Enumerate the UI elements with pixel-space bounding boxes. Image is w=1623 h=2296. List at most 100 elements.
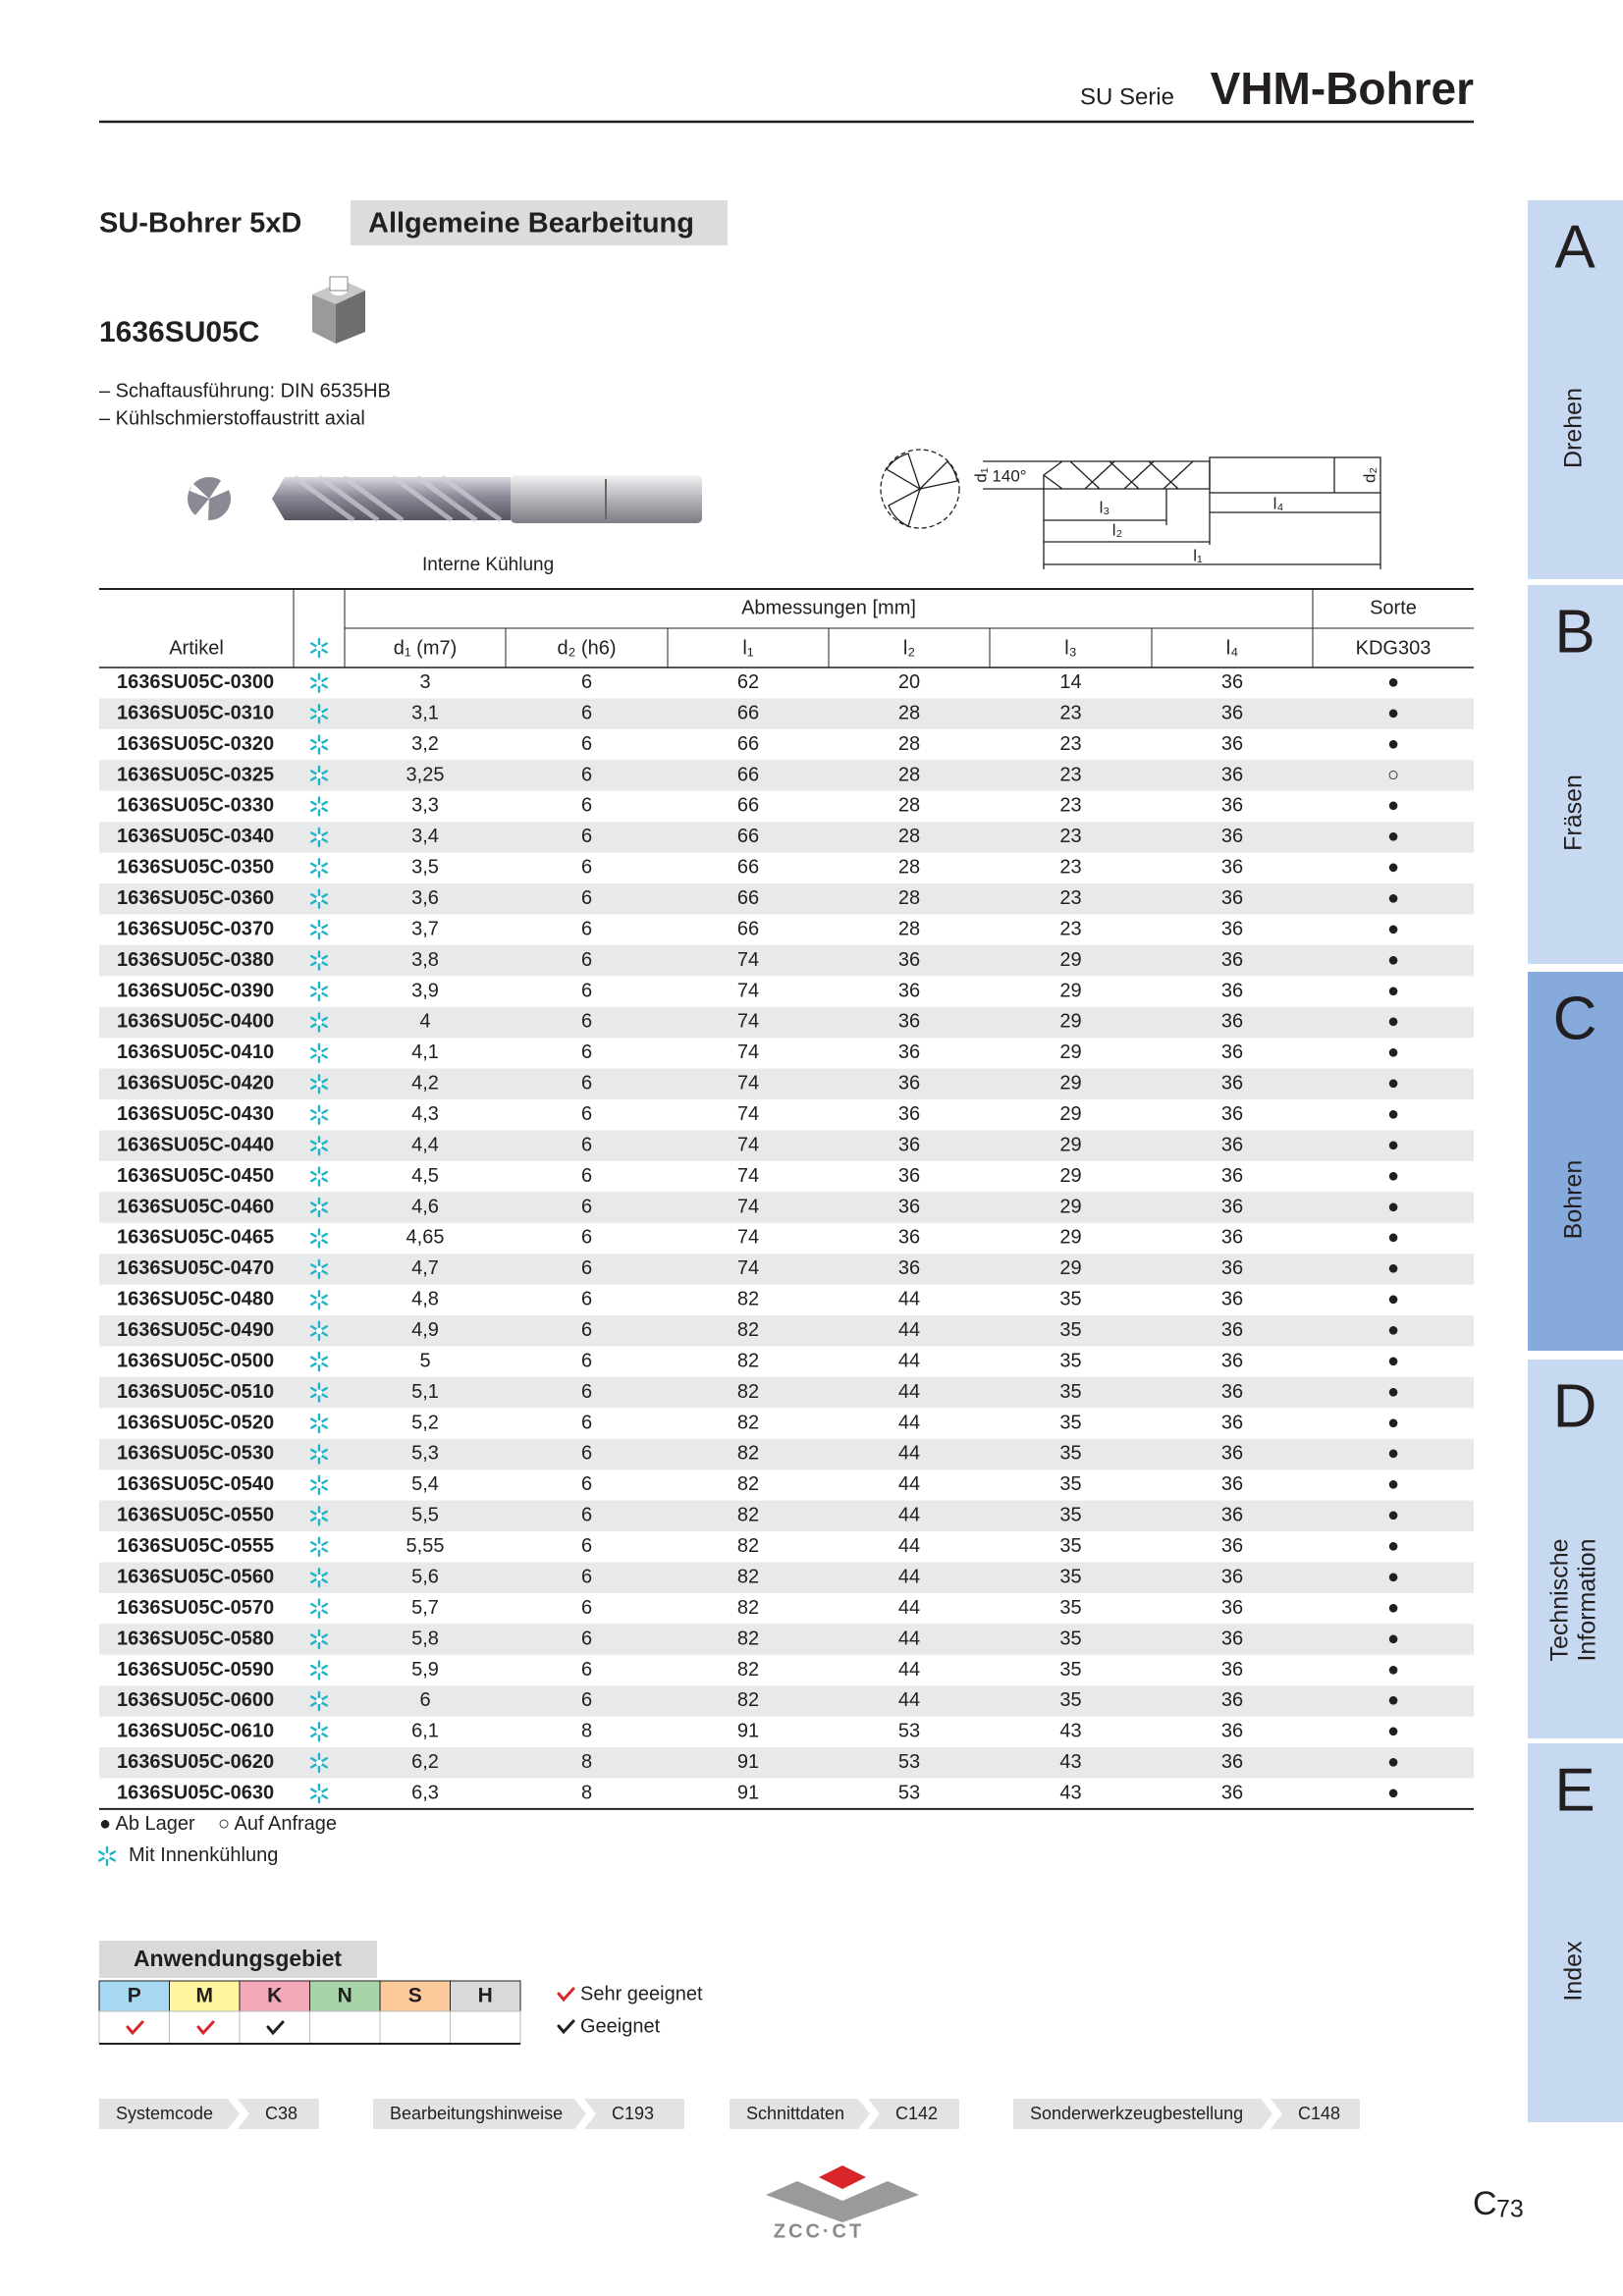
- dimension: 82: [737, 1473, 759, 1495]
- dimension: 6: [581, 857, 592, 879]
- dimension: 6: [581, 1289, 592, 1310]
- star-core: [315, 1790, 323, 1797]
- material: P: [128, 1985, 141, 2007]
- dimension: 36: [1221, 1751, 1243, 1773]
- coolant-icon: [310, 734, 328, 755]
- grade-availability: ●: [1387, 1073, 1399, 1095]
- coolant-icon: [310, 1567, 328, 1588]
- dim-label: 140°: [992, 466, 1026, 485]
- dimension: 6: [581, 1443, 592, 1465]
- tab-label: Information: [1574, 1538, 1601, 1661]
- dimension: 36: [1221, 1165, 1243, 1187]
- dimension: 4,8: [411, 1289, 439, 1310]
- dim-label: d₂: [1360, 467, 1379, 483]
- article: 1636SU05C-0300: [117, 671, 274, 693]
- dimension: 36: [898, 1041, 920, 1063]
- dimension: 4,4: [411, 1134, 439, 1155]
- star-core: [315, 988, 323, 995]
- coolant-icon: [310, 703, 328, 724]
- dim-label: l₁: [1193, 546, 1203, 564]
- row-stripe: [99, 1068, 1474, 1100]
- rating-cell: [169, 2010, 241, 2045]
- dimension: 44: [898, 1689, 920, 1711]
- dimension: 6: [581, 733, 592, 755]
- dimension: 3: [419, 671, 430, 693]
- dimension: 66: [737, 857, 759, 879]
- grade-availability: ●: [1387, 1196, 1399, 1217]
- row-stripe: [99, 1500, 1474, 1532]
- star-core: [315, 1729, 323, 1735]
- row-stripe: [99, 883, 1474, 915]
- column-header: d₂ (h6): [557, 637, 616, 659]
- dimension: 23: [1059, 887, 1081, 909]
- reference-box: [730, 2099, 959, 2129]
- dimension: 66: [737, 795, 759, 817]
- dimension: 6,1: [411, 1721, 439, 1742]
- star-core: [315, 1359, 323, 1365]
- star-core: [315, 1143, 323, 1149]
- dim-label: l₃: [1100, 498, 1110, 516]
- grade-availability: ●: [1387, 1566, 1399, 1587]
- dimension: 4,5: [411, 1165, 439, 1187]
- dimension: 36: [898, 1196, 920, 1217]
- grade-availability: ●: [1387, 1227, 1399, 1249]
- article: 1636SU05C-0325: [117, 764, 274, 785]
- row-stripe: [99, 1192, 1474, 1223]
- dimension: 28: [898, 918, 920, 939]
- legend-coolant-icon: [98, 1845, 116, 1867]
- dimension: 35: [1059, 1535, 1081, 1557]
- dimension: 20: [898, 671, 920, 693]
- dimension: 74: [737, 1227, 759, 1249]
- dimension: 74: [737, 1073, 759, 1095]
- dimension: 6: [581, 1041, 592, 1063]
- article: 1636SU05C-0570: [117, 1597, 274, 1619]
- article: 1636SU05C-0560: [117, 1566, 274, 1587]
- dimension: 44: [898, 1473, 920, 1495]
- coolant-icon: [310, 1135, 328, 1156]
- coolant-icon: [310, 1536, 328, 1557]
- article: 1636SU05C-0490: [117, 1319, 274, 1341]
- reference-page: C38: [265, 2104, 298, 2123]
- dimension: 29: [1059, 1134, 1081, 1155]
- material-cell: [239, 1980, 310, 2012]
- rating-cell: [239, 2010, 310, 2045]
- dimension: 82: [737, 1412, 759, 1433]
- dimension: 44: [898, 1319, 920, 1341]
- side-tab: [1528, 200, 1623, 579]
- dimension: 23: [1059, 764, 1081, 785]
- dimension: 66: [737, 733, 759, 755]
- dimension: 5,3: [411, 1443, 439, 1465]
- coolant-icon: [310, 1506, 328, 1526]
- coolant-icon: [310, 888, 328, 909]
- dimension: 6: [581, 1319, 592, 1341]
- article: 1636SU05C-0440: [117, 1134, 274, 1155]
- article: 1636SU05C-0410: [117, 1041, 274, 1063]
- dimension: 6: [581, 1011, 592, 1033]
- grade-availability: ●: [1387, 857, 1399, 879]
- article: 1636SU05C-0630: [117, 1782, 274, 1803]
- star-core: [315, 1451, 323, 1458]
- dimension: 82: [737, 1628, 759, 1649]
- dimension: 5,9: [411, 1659, 439, 1681]
- dimension: 36: [1221, 1597, 1243, 1619]
- grade-availability: ●: [1387, 1257, 1399, 1279]
- grade-availability: ●: [1387, 1535, 1399, 1557]
- dimension: 23: [1059, 918, 1081, 939]
- dimension: 4,3: [411, 1103, 439, 1125]
- dimension: 74: [737, 1011, 759, 1033]
- dimension: 29: [1059, 949, 1081, 971]
- reference-box: [373, 2099, 684, 2129]
- dimension: 36: [898, 949, 920, 971]
- dimension: 36: [1221, 1073, 1243, 1095]
- star-core: [315, 1389, 323, 1396]
- dimension: 74: [737, 980, 759, 1001]
- star-core: [315, 1173, 323, 1180]
- reference-chevron: [228, 2099, 249, 2129]
- coolant-icon: [310, 796, 328, 817]
- dimension: 44: [898, 1505, 920, 1526]
- star-core: [315, 1019, 323, 1026]
- dimension: 5,4: [411, 1473, 439, 1495]
- reference-page: C148: [1298, 2104, 1340, 2123]
- dimension: 6: [581, 1350, 592, 1371]
- reference-box: [1013, 2099, 1360, 2129]
